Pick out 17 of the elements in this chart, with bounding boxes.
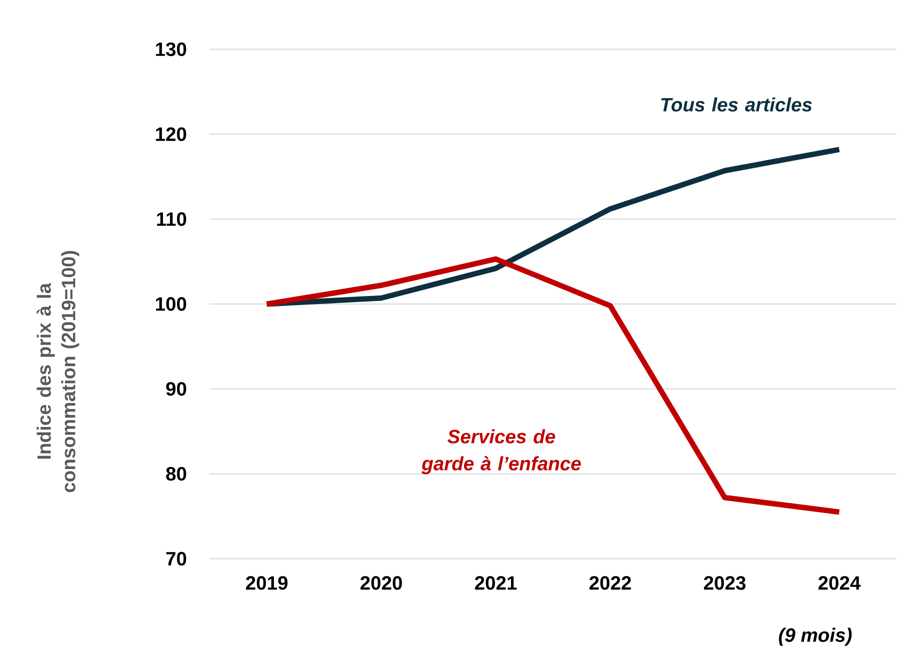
text: Tous les articles — [661, 97, 812, 112]
y-tick-label: 90 — [166, 382, 186, 396]
y-tick-label: 80 — [166, 466, 186, 481]
y-tick-label: 120 — [156, 127, 186, 141]
x-tick-label: 2023 — [704, 576, 746, 590]
y-tick-label: 130 — [156, 42, 186, 56]
y-tick-label: 100 — [156, 297, 186, 311]
x-tick-label: 2024 — [818, 576, 861, 590]
text: (9 mois) — [778, 628, 852, 646]
x-tick-label: 2020 — [360, 576, 402, 590]
text: Services de garde à l’enfance — [422, 429, 581, 474]
x-tick-label: 2019 — [246, 576, 288, 590]
x-tick-label: 2022 — [589, 576, 631, 590]
y-tick-label: 110 — [157, 212, 186, 226]
x-tick-label: 2021 — [474, 576, 517, 590]
y-axis-title: Indice des prix à la consommation (2019=100) — [36, 250, 80, 492]
y-tick-label: 70 — [166, 552, 186, 566]
